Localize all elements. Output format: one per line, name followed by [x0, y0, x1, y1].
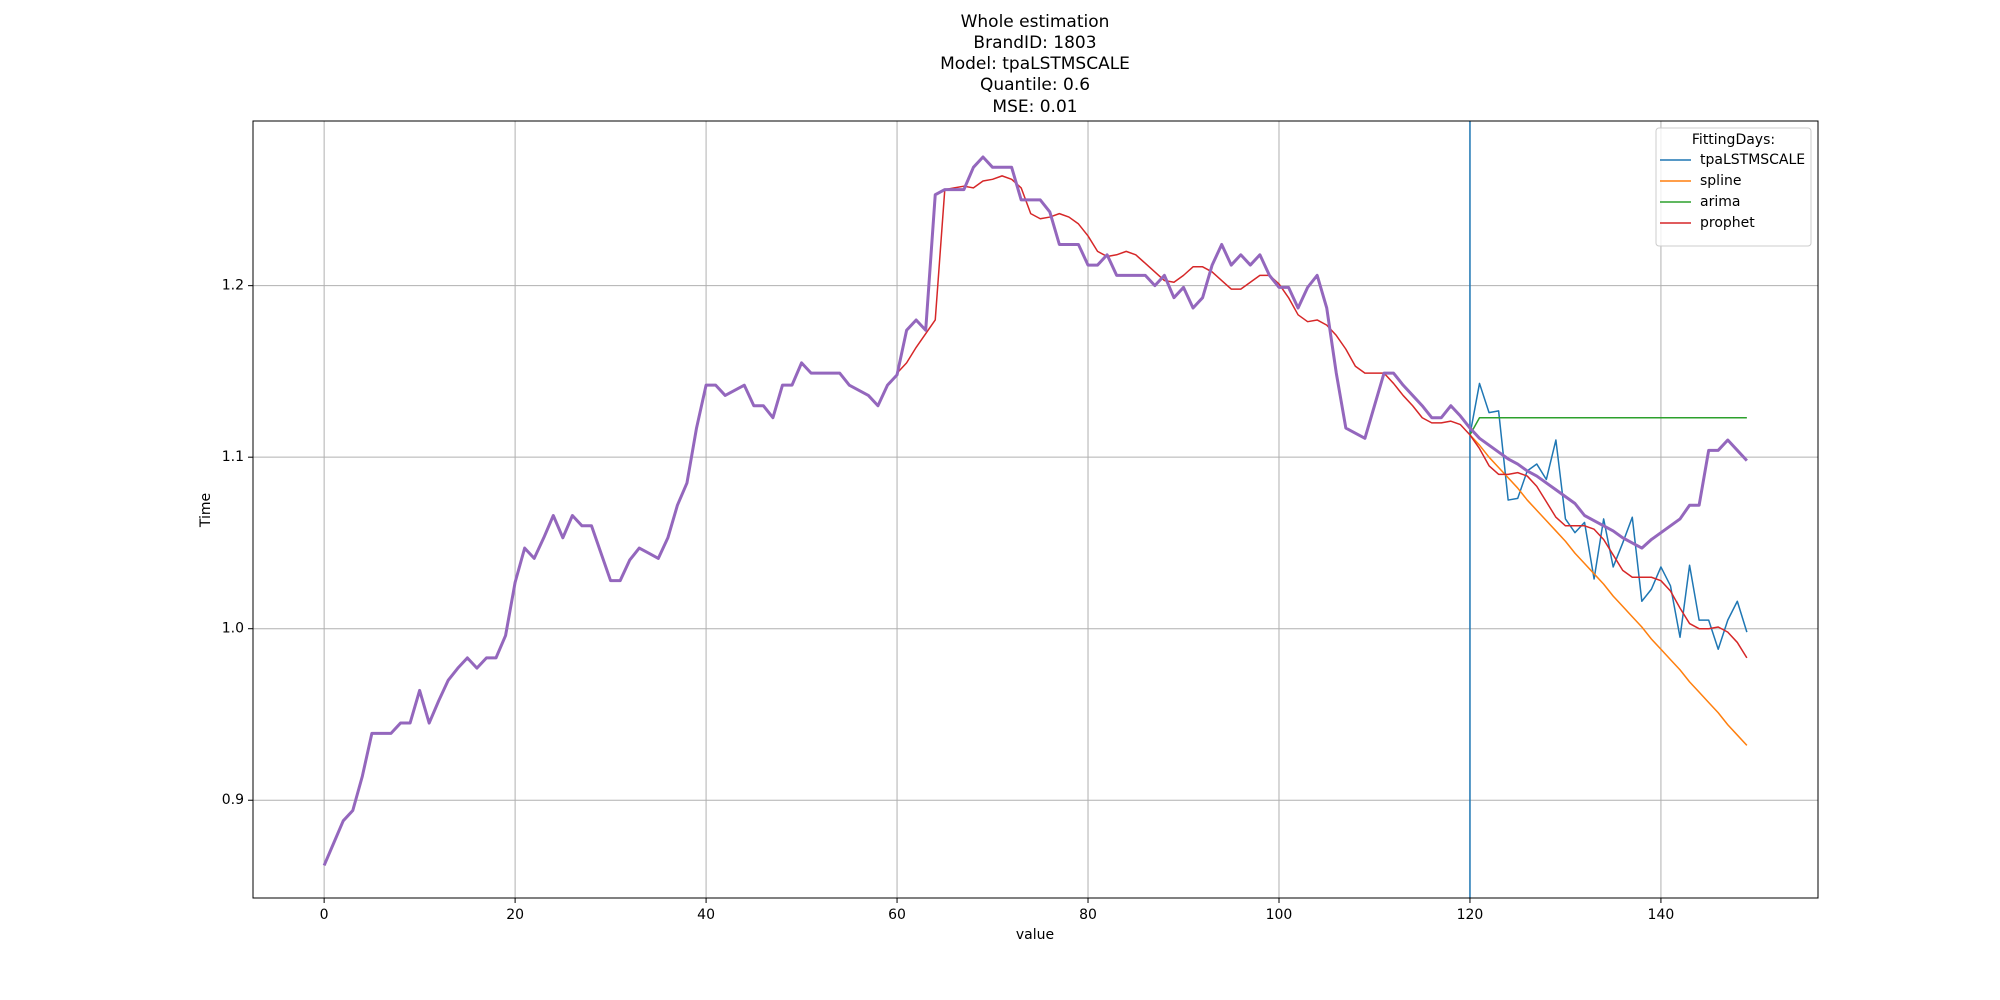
- series-line: [1469, 416, 1747, 436]
- legend-title: FittingDays:: [1692, 132, 1775, 148]
- legend-label: tpaLSTMSCALE: [1700, 152, 1805, 168]
- x-tick-label: 100: [1266, 907, 1293, 923]
- chart-title: Model: tpaLSTMSCALE: [940, 54, 1130, 74]
- y-tick-label: 1.0: [222, 621, 244, 637]
- x-tick-label: 60: [888, 907, 906, 923]
- x-tick-label: 20: [506, 907, 524, 923]
- x-tick-label: 80: [1079, 907, 1097, 923]
- legend-label: prophet: [1700, 215, 1755, 231]
- x-tick-label: 0: [320, 907, 329, 923]
- y-tick-label: 0.9: [222, 792, 244, 808]
- legend: FittingDays: tpaLSTMSCALE spline arima proph…: [1655, 127, 1812, 247]
- series-line: [1469, 434, 1748, 746]
- x-tick-label: 40: [697, 907, 715, 923]
- chart-title: MSE: 0.01: [992, 97, 1077, 117]
- series-line: [1469, 382, 1748, 651]
- x-axis-label: value: [1016, 927, 1054, 943]
- series-line: [322, 155, 1748, 867]
- y-tick-label: 1.2: [222, 278, 244, 294]
- legend-box: [1655, 127, 1812, 247]
- x-tick-label: 140: [1648, 907, 1675, 923]
- y-tick-label: 1.1: [222, 449, 244, 465]
- y-axis-label: Time: [198, 493, 214, 528]
- x-tick-label: 120: [1457, 907, 1484, 923]
- legend-label: arima: [1700, 194, 1740, 210]
- legend-label: spline: [1700, 173, 1741, 189]
- chart-title: BrandID: 1803: [973, 33, 1096, 53]
- plot-frame: [252, 120, 1819, 899]
- chart-title: Quantile: 0.6: [980, 75, 1090, 95]
- chart-title: Whole estimation: [961, 12, 1110, 32]
- series-line: [896, 175, 1748, 659]
